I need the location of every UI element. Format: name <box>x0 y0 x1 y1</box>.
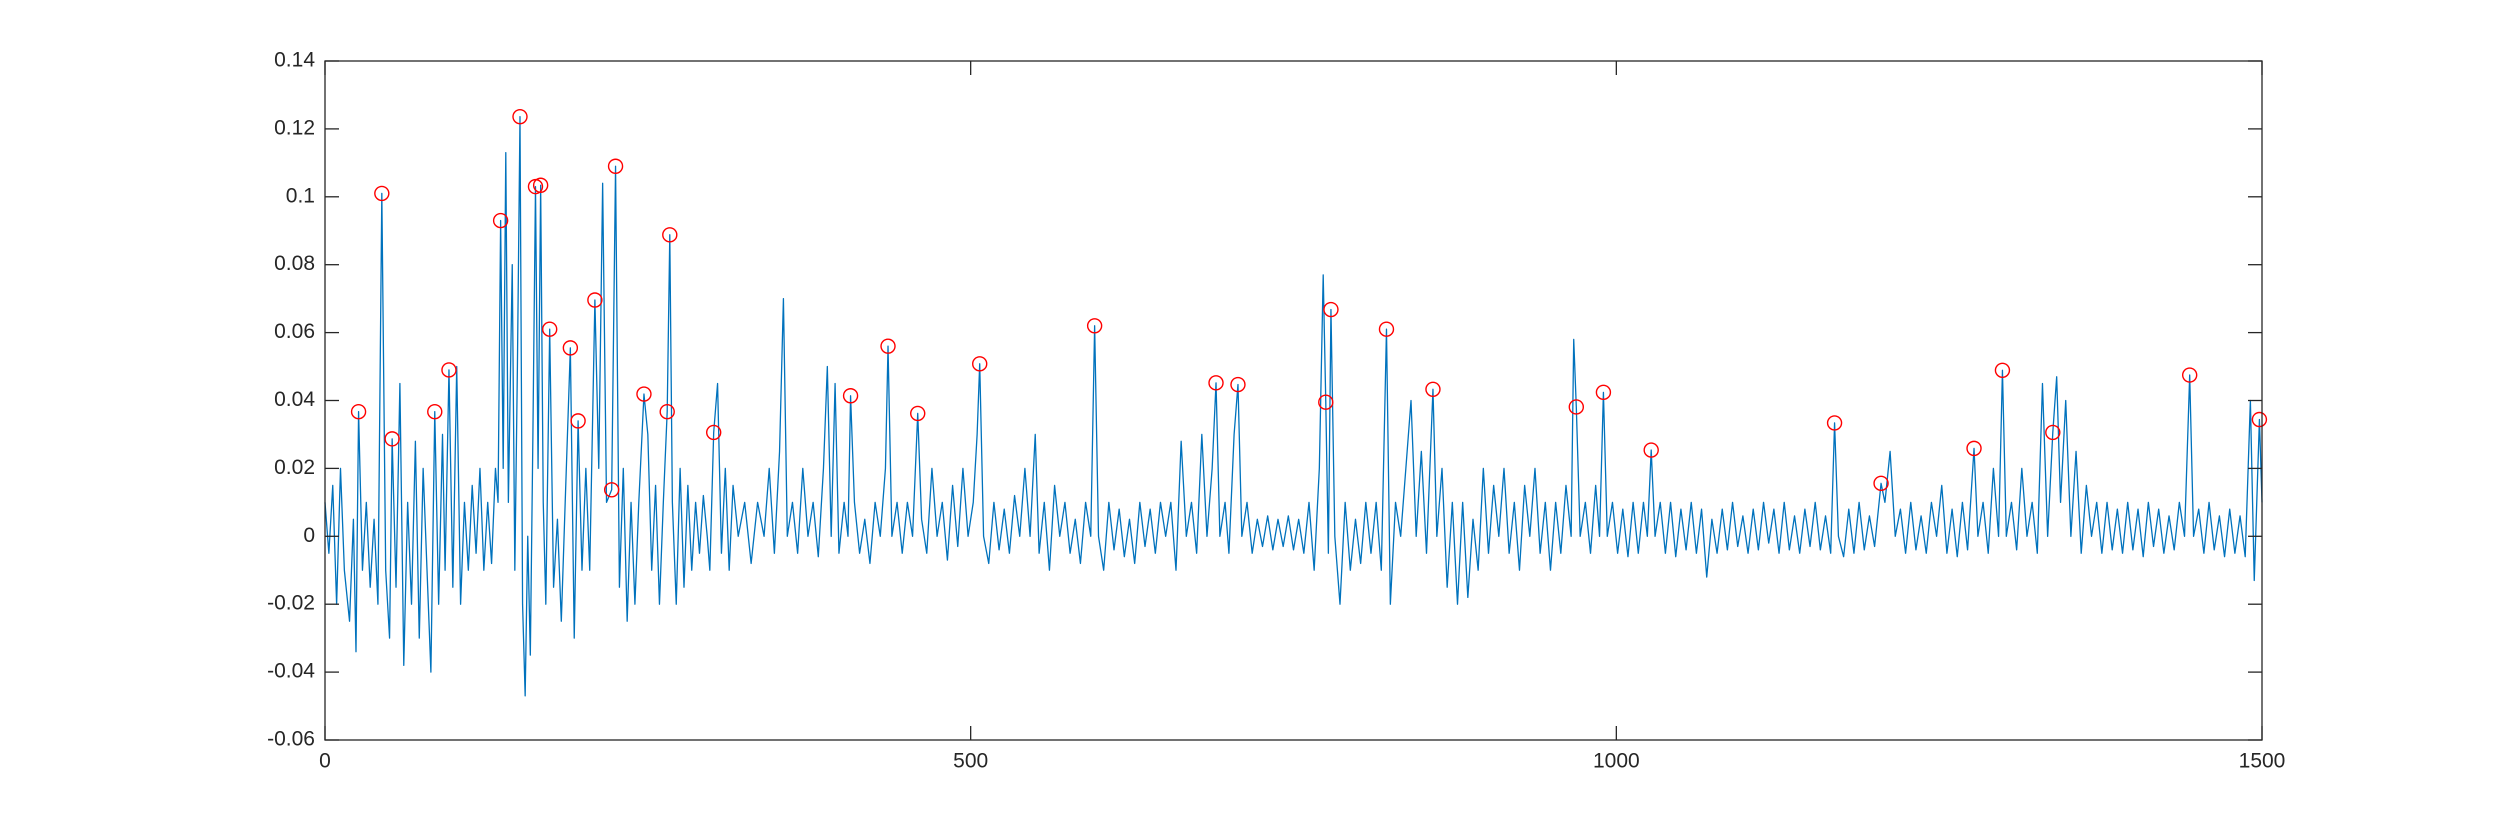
peak-marker <box>374 185 390 202</box>
peak-marker <box>2045 424 2061 441</box>
peak-marker <box>636 386 652 402</box>
peak-marker <box>492 212 509 229</box>
peak-marker <box>541 321 558 337</box>
signal-line <box>324 116 2263 697</box>
peak-marker <box>603 482 620 498</box>
peak-marker <box>1230 376 1246 393</box>
peak-marker <box>972 356 988 372</box>
x-tick-label: 1000 <box>1593 750 1640 773</box>
peak-marker <box>880 338 896 354</box>
y-tick-label: -0.04 <box>267 660 315 683</box>
peak-marker <box>842 388 859 404</box>
peak-marker <box>1826 415 1843 431</box>
y-tick-label: 0.06 <box>274 320 315 343</box>
peak-marker <box>1318 394 1334 410</box>
peak-marker <box>1323 301 1339 318</box>
peak-marker <box>587 292 603 308</box>
peak-marker <box>2251 411 2268 428</box>
peak-marker <box>512 108 528 125</box>
peak-marker <box>659 404 675 420</box>
y-tick-label: 0.1 <box>286 184 315 207</box>
y-tick-label: -0.06 <box>267 728 315 751</box>
peak-marker <box>532 177 549 193</box>
peak-marker <box>1425 381 1441 397</box>
peak-marker <box>427 404 443 420</box>
peak-marker <box>1208 375 1224 391</box>
peak-marker <box>1873 475 1889 492</box>
peak-marker <box>1994 362 2011 378</box>
peak-marker <box>350 404 367 420</box>
peak-marker <box>1086 318 1103 334</box>
peak-marker <box>2181 367 2198 383</box>
peak-marker <box>562 340 579 356</box>
peak-marker <box>384 431 400 447</box>
peak-marker <box>910 405 926 422</box>
y-tick-label: 0.04 <box>274 388 315 411</box>
peak-marker <box>607 158 624 174</box>
peak-marker <box>705 424 722 441</box>
peak-marker <box>1595 384 1612 401</box>
peak-marker <box>1643 442 1659 458</box>
peak-marker <box>662 227 678 243</box>
peak-marker <box>570 413 586 429</box>
y-tick-label: 0.02 <box>274 456 315 479</box>
y-tick-label: -0.02 <box>267 592 315 615</box>
y-tick-label: 0.08 <box>274 252 315 275</box>
y-tick-label: 0 <box>303 524 315 547</box>
plot-area: 0 500 1000 1500 -0.06 -0.04 -0.02 0 0.02 0.04 0.06… <box>267 49 2285 773</box>
x-tick-label: 500 <box>953 750 988 773</box>
peak-marker <box>1568 399 1585 415</box>
peak-marker <box>441 362 457 378</box>
peak-marker <box>1966 440 1982 457</box>
y-tick-label: 0.14 <box>274 49 315 72</box>
y-tick-label: 0.12 <box>274 116 315 139</box>
peak-marker <box>1378 321 1395 337</box>
x-tick-label: 0 <box>319 750 331 773</box>
x-tick-label: 1500 <box>2239 750 2286 773</box>
